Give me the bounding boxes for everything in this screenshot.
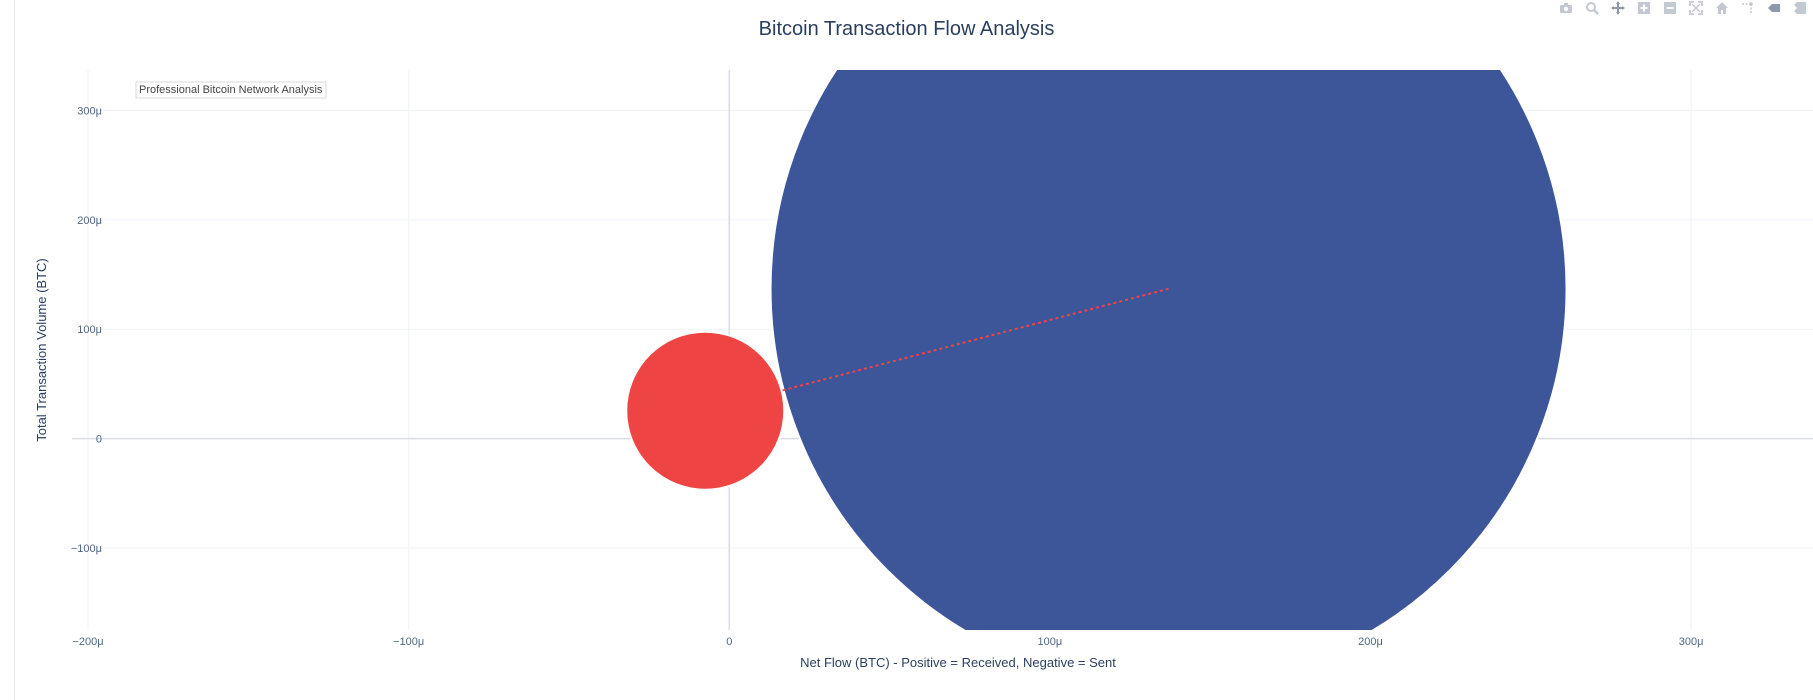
annotation-text: Professional Bitcoin Network Analysis — [139, 84, 323, 96]
y-tick-label: 200μ — [77, 215, 102, 227]
spike-lines-icon[interactable] — [1737, 0, 1759, 16]
hover-closest-icon[interactable] — [1763, 0, 1785, 16]
modebar — [1555, 0, 1813, 16]
y-tick-label: 0 — [96, 434, 102, 446]
zoom-out-icon[interactable] — [1659, 0, 1681, 16]
home-icon[interactable] — [1711, 0, 1733, 16]
pan-icon[interactable] — [1607, 0, 1629, 16]
x-axis-title: Net Flow (BTC) - Positive = Received, Ne… — [800, 655, 1116, 670]
x-tick-label: −100μ — [393, 636, 424, 648]
y-tick-label: 100μ — [77, 324, 102, 336]
hover-compare-icon[interactable] — [1789, 0, 1811, 16]
zoom-in-icon[interactable] — [1633, 0, 1655, 16]
x-tick-labels: −200μ −100μ 0 100μ 200μ 300μ — [72, 636, 1703, 648]
camera-icon[interactable] — [1555, 0, 1577, 16]
flow-line — [704, 287, 1169, 412]
chart-title: Bitcoin Transaction Flow Analysis — [758, 18, 1055, 40]
x-tick-label: 0 — [726, 636, 732, 648]
x-tick-label: −200μ — [72, 636, 103, 648]
data-markers[interactable] — [625, 0, 1568, 687]
y-tick-label: −100μ — [71, 543, 102, 555]
y-tick-labels: −100μ 0 100μ 200μ 300μ — [71, 105, 102, 555]
y-tick-label: 300μ — [77, 105, 102, 117]
y-axis-title: Total Transaction Volume (BTC) — [34, 258, 49, 442]
zoom-icon[interactable] — [1581, 0, 1603, 16]
bubble-marker[interactable] — [625, 330, 786, 491]
annotation-box — [135, 81, 327, 99]
autoscale-icon[interactable] — [1685, 0, 1707, 16]
x-tick-label: 100μ — [1038, 636, 1063, 648]
x-tick-label: 300μ — [1679, 636, 1704, 648]
bubble-marker[interactable] — [769, 0, 1568, 687]
left-border — [14, 0, 15, 700]
x-tick-label: 200μ — [1358, 636, 1383, 648]
